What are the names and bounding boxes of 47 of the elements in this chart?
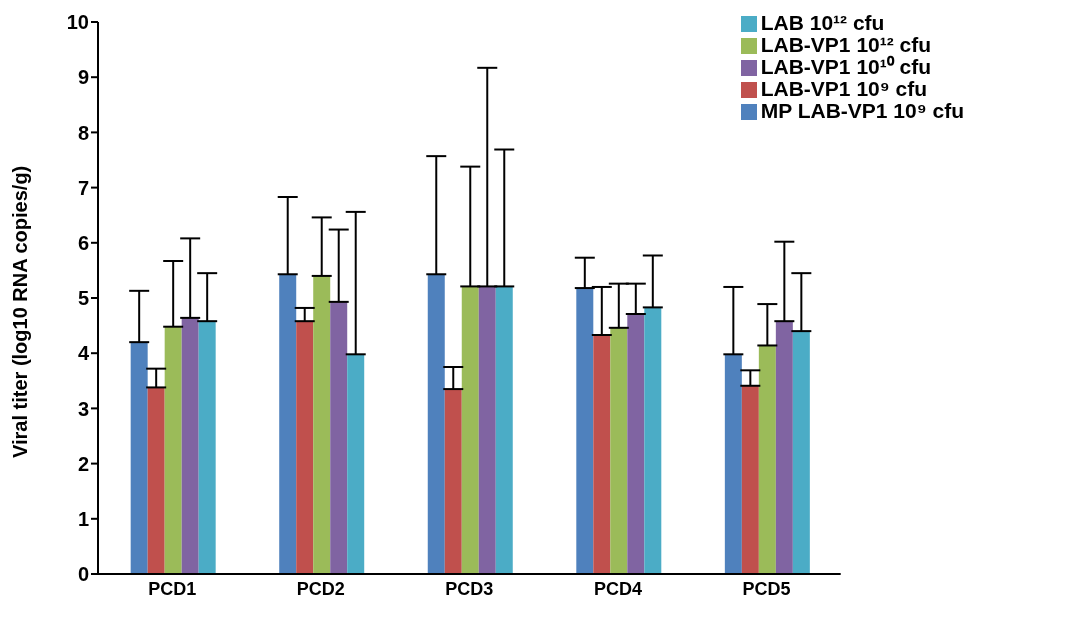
x-tick-label: PCD1 [148,578,197,599]
bar [792,331,810,574]
legend-label: LAB 10¹² cfu [760,11,885,34]
y-axis-title: Viral titer (log10 RNA copies/g) [9,165,32,458]
bar [627,314,645,574]
bar [279,274,297,574]
bar [644,307,662,574]
legend-label: LAB-VP1 10⁹ cfu [760,77,928,100]
bar [444,389,462,574]
legend-label: LAB-VP1 10¹² cfu [760,33,932,56]
bar [610,327,628,574]
y-tick-label: 1 [77,507,89,530]
bar [313,275,331,574]
y-tick-label: 4 [77,342,90,365]
bar [758,345,776,574]
bar [164,326,182,574]
legend-label: LAB-VP1 10¹⁰ cfu [760,55,932,78]
bar [495,286,513,574]
bar [593,334,611,574]
y-tick-label: 9 [77,66,89,89]
bar [461,286,479,574]
bar [427,274,445,574]
legend-label: MP LAB-VP1 10⁹ cfu [760,99,964,122]
y-tick-label: 8 [77,121,89,144]
bar [724,354,742,574]
y-tick-label: 3 [77,397,89,420]
x-tick-label: PCD5 [742,578,791,599]
bar [576,288,594,574]
bar [347,354,365,574]
bar [198,321,216,574]
bar [296,321,314,574]
x-tick-label: PCD4 [593,578,642,599]
y-tick-label: 10 [66,11,89,34]
x-tick-label: PCD2 [296,578,345,599]
bar [775,321,793,574]
y-tick-label: 2 [77,452,89,475]
y-tick-label: 5 [77,287,89,310]
bar [478,286,496,574]
y-tick-label: 0 [77,563,89,586]
bar [181,317,199,574]
bar [130,342,148,574]
bar [330,301,348,574]
y-tick-label: 7 [77,176,89,199]
bar [147,387,165,574]
y-tick-label: 6 [77,231,89,254]
bar [741,385,759,574]
x-tick-label: PCD3 [445,578,494,599]
